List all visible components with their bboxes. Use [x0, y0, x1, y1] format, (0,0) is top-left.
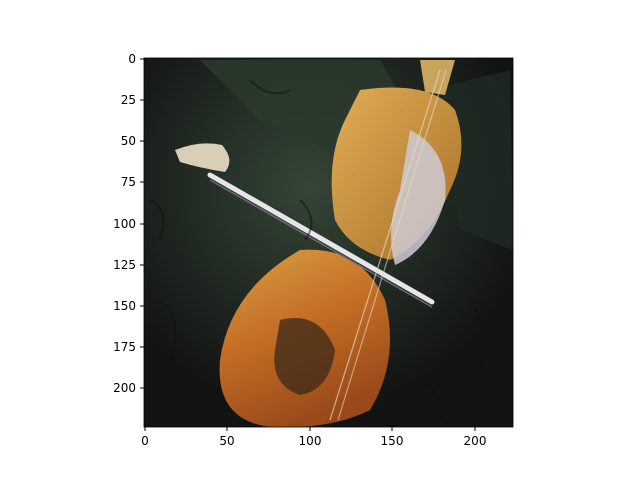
y-tick: 200: [113, 381, 144, 395]
x-tick-label: 200: [464, 434, 487, 448]
bow: [207, 172, 435, 305]
y-tick-label: 50: [121, 134, 136, 148]
y-tick-label: 125: [113, 258, 136, 272]
brush-texture: [149, 79, 485, 421]
image-frame: [143, 57, 514, 428]
y-tick: 25: [121, 93, 144, 107]
y-tick-label: 150: [113, 299, 136, 313]
y-tick: 75: [121, 175, 144, 189]
x-tick-label: 50: [219, 434, 234, 448]
y-tick-label: 25: [121, 93, 136, 107]
x-tick: 150: [381, 427, 404, 448]
x-tick: 100: [299, 427, 322, 448]
image-area: [144, 58, 513, 427]
x-tick-label: 0: [141, 434, 149, 448]
y-tick-label: 100: [113, 217, 136, 231]
x-tick-label: 100: [299, 434, 322, 448]
bow-shadow: [209, 179, 433, 308]
y-tick: 0: [128, 52, 144, 66]
y-tick: 100: [113, 217, 144, 231]
y-tick-label: 75: [121, 175, 136, 189]
x-tick: 200: [464, 427, 487, 448]
x-tick: 0: [141, 427, 149, 448]
y-tick-label: 200: [113, 381, 136, 395]
y-tick: 50: [121, 134, 144, 148]
x-axis: 0 50 100 150 200: [141, 427, 486, 448]
cello-highlight: [391, 130, 446, 265]
x-tick: 50: [219, 427, 235, 448]
y-tick: 125: [113, 258, 144, 272]
y-tick-label: 175: [113, 340, 136, 354]
y-tick: 150: [113, 299, 144, 313]
y-axis: 0 25 50 75 100 125 150 175: [113, 52, 144, 395]
y-tick: 175: [113, 340, 144, 354]
cello-shadow: [274, 318, 335, 395]
y-tick-label: 0: [128, 52, 136, 66]
x-tick-label: 150: [381, 434, 404, 448]
cello-string: [337, 69, 447, 421]
cello-string: [329, 69, 441, 421]
hand: [175, 143, 230, 172]
